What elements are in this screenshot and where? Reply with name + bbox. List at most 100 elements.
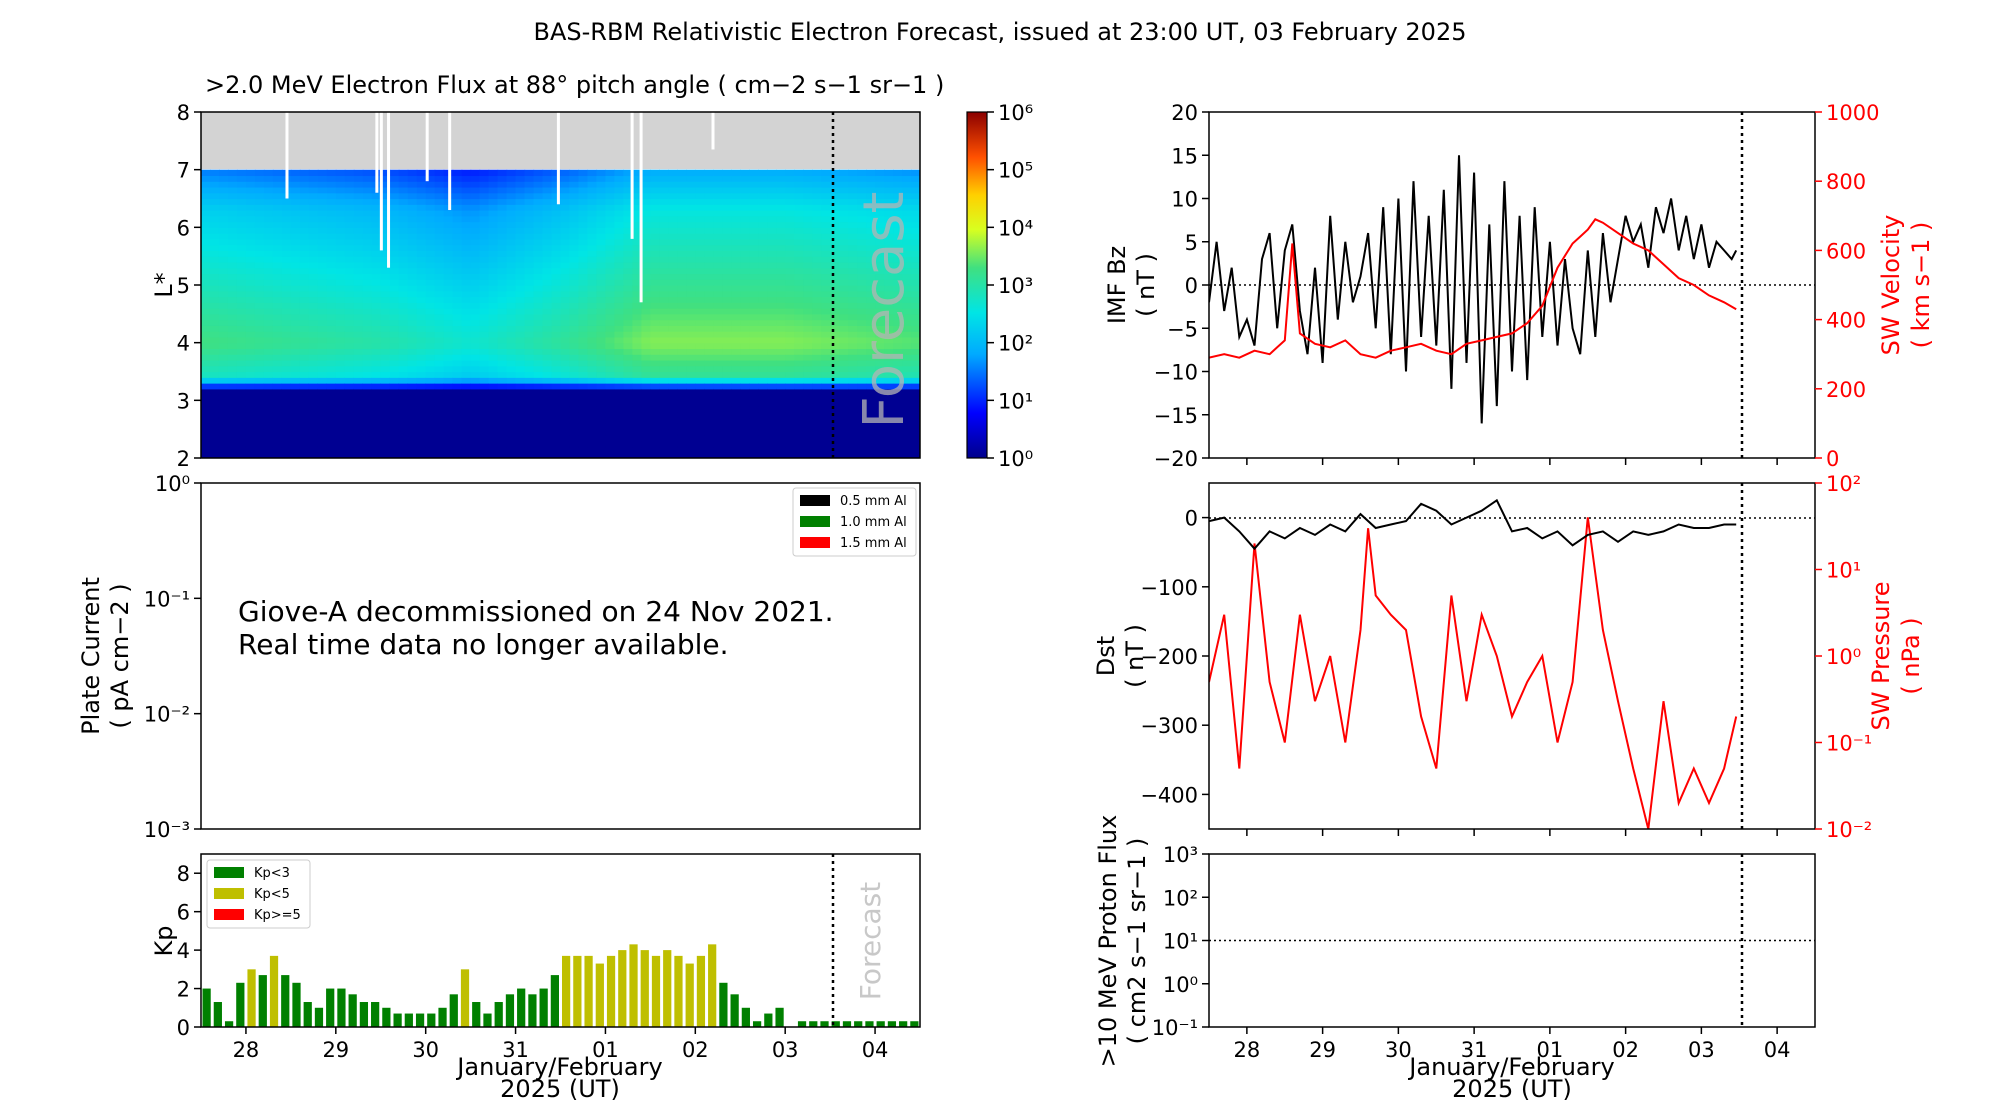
- y-tick-label: 10⁻¹: [144, 587, 190, 611]
- flux-cell: [281, 331, 292, 338]
- flux-cell: [308, 319, 319, 326]
- flux-cell: [281, 238, 292, 246]
- flux-cell: [740, 267, 750, 275]
- flux-cell: [452, 429, 463, 436]
- flux-cell: [344, 198, 355, 205]
- flux-cell: [452, 267, 463, 275]
- flux-cell: [236, 417, 247, 424]
- flux-cell: [299, 279, 310, 286]
- flux-cell: [344, 383, 355, 390]
- flux-cell: [812, 181, 822, 188]
- flux-cell: [902, 198, 912, 205]
- flux-cell: [704, 186, 714, 194]
- flux-cell: [389, 342, 400, 350]
- flux-cell: [218, 394, 229, 401]
- flux-cell: [236, 371, 247, 378]
- flux-cell: [632, 354, 642, 361]
- flux-cell: [776, 256, 786, 263]
- flux-cell: [659, 383, 669, 390]
- flux-cell: [236, 250, 247, 257]
- flux-cell: [308, 452, 319, 458]
- flux-cell: [848, 440, 858, 448]
- flux-cell: [551, 181, 562, 188]
- flux-cell: [416, 198, 427, 205]
- flux-cell: [218, 400, 229, 407]
- flux-cell: [317, 429, 328, 436]
- flux-cell: [470, 365, 481, 373]
- flux-cell: [488, 319, 499, 326]
- flux-cell: [470, 227, 481, 234]
- flux-cell: [812, 261, 822, 269]
- flux-cell: [578, 192, 589, 200]
- flux-cell: [371, 308, 382, 315]
- plate-legend: 0.5 mm Al 1.0 mm Al 1.5 mm Al: [792, 487, 917, 557]
- flux-cell: [434, 285, 445, 292]
- flux-cell: [821, 256, 831, 263]
- flux-cell: [263, 308, 274, 315]
- flux-cell: [236, 285, 247, 292]
- flux-cell: [884, 342, 894, 350]
- flux-cell: [317, 204, 328, 211]
- flux-cell: [659, 233, 669, 240]
- flux-cell: [614, 250, 625, 257]
- flux-cell: [731, 417, 741, 424]
- flux-cell: [839, 192, 849, 200]
- flux-cell: [767, 371, 777, 378]
- flux-cell: [587, 250, 598, 257]
- flux-cell: [425, 267, 436, 275]
- flux-cell: [911, 383, 920, 390]
- flux-cell: [407, 221, 418, 228]
- flux-cell: [524, 233, 535, 240]
- flux-cell: [578, 261, 589, 269]
- flux-cell: [677, 429, 687, 436]
- flux-cell: [434, 175, 445, 182]
- flux-cell: [632, 296, 642, 303]
- flux-cell: [605, 204, 616, 211]
- flux-cell: [875, 383, 885, 390]
- flux-cell: [614, 221, 625, 228]
- flux-cell: [695, 383, 705, 390]
- kp-bar: [640, 950, 649, 1027]
- flux-cell: [740, 233, 750, 240]
- flux-cell: [344, 256, 355, 263]
- flux-cell: [515, 394, 526, 401]
- flux-cell: [254, 342, 265, 350]
- flux-cell: [461, 204, 472, 211]
- flux-cell: [803, 371, 813, 378]
- flux-cell: [803, 331, 813, 338]
- flux-cell: [470, 359, 481, 367]
- flux-cell: [281, 296, 292, 303]
- flux-cell: [533, 204, 544, 211]
- flux-cell: [650, 186, 660, 194]
- flux-cell: [524, 215, 535, 223]
- flux-cell: [659, 406, 669, 413]
- flux-cell: [272, 267, 283, 275]
- flux-cell: [524, 250, 535, 257]
- flux-cell: [632, 359, 642, 367]
- flux-cell: [884, 221, 894, 228]
- flux-cell: [812, 169, 822, 177]
- flux-cell: [695, 267, 705, 275]
- flux-cell: [758, 331, 768, 338]
- flux-cell: [785, 221, 795, 228]
- flux-cell: [362, 181, 373, 188]
- flux-cell: [821, 273, 831, 280]
- flux-cell: [839, 256, 849, 263]
- flux-cell: [884, 377, 894, 384]
- flux-cell: [848, 181, 858, 188]
- flux-cell: [722, 198, 732, 205]
- flux-cell: [542, 238, 553, 246]
- flux-cell: [578, 238, 589, 246]
- flux-cell: [902, 342, 912, 350]
- flux-cell: [713, 308, 723, 315]
- flux-cell: [308, 348, 319, 355]
- flux-cell: [407, 227, 418, 234]
- flux-cell: [587, 348, 598, 355]
- flux-cell: [488, 417, 499, 424]
- y-tick-label: 10¹: [1826, 559, 1861, 583]
- flux-cell: [533, 394, 544, 401]
- flux-cell: [524, 285, 535, 292]
- flux-cell: [299, 371, 310, 378]
- flux-cell: [254, 452, 265, 458]
- flux-cell: [641, 319, 651, 326]
